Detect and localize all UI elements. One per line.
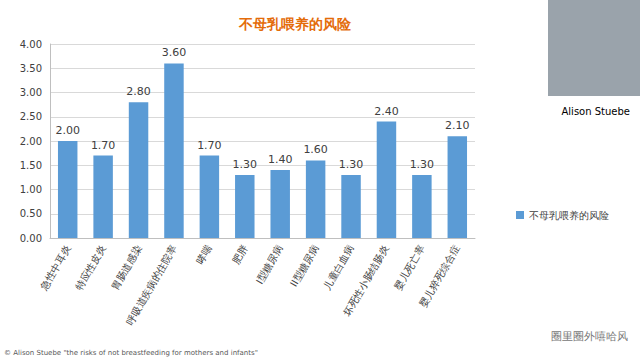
svg-text:0.50: 0.50 bbox=[20, 208, 42, 219]
svg-text:特应性皮炎: 特应性皮炎 bbox=[73, 243, 108, 292]
svg-text:© Alison Stuebe "the risks of: © Alison Stuebe "the risks of not breast… bbox=[4, 349, 258, 357]
svg-text:肥胖: 肥胖 bbox=[230, 243, 250, 266]
svg-text:婴儿猝死综合症: 婴儿猝死综合症 bbox=[418, 243, 463, 309]
svg-text:1.30: 1.30 bbox=[410, 158, 435, 171]
svg-text:4.00: 4.00 bbox=[20, 39, 42, 50]
svg-text:0.00: 0.00 bbox=[20, 233, 42, 244]
svg-text:1.30: 1.30 bbox=[233, 158, 257, 171]
svg-text:2.40: 2.40 bbox=[374, 105, 399, 118]
svg-text:3.00: 3.00 bbox=[20, 87, 42, 98]
svg-text:不母乳喂养的风险: 不母乳喂养的风险 bbox=[238, 16, 352, 32]
svg-text:1.60: 1.60 bbox=[303, 143, 328, 156]
svg-text:不母乳喂养的风险: 不母乳喂养的风险 bbox=[529, 210, 609, 221]
svg-text:1.30: 1.30 bbox=[339, 158, 364, 171]
svg-text:1.00: 1.00 bbox=[20, 184, 42, 195]
svg-text:圈里圈外嘻哈风: 圈里圈外嘻哈风 bbox=[551, 330, 628, 343]
svg-text:I型糖尿病: I型糖尿病 bbox=[254, 243, 285, 286]
svg-text:婴儿死亡率: 婴儿死亡率 bbox=[392, 243, 427, 292]
svg-text:1.70: 1.70 bbox=[197, 139, 222, 152]
svg-text:1.70: 1.70 bbox=[91, 139, 116, 152]
svg-text:II型糖尿病: II型糖尿病 bbox=[288, 243, 320, 288]
svg-text:3.60: 3.60 bbox=[162, 46, 187, 59]
svg-text:1.50: 1.50 bbox=[20, 160, 42, 171]
svg-text:哮喘: 哮喘 bbox=[195, 243, 215, 266]
svg-text:坏死性小肠结肠炎: 坏死性小肠结肠炎 bbox=[341, 243, 391, 319]
svg-text:2.10: 2.10 bbox=[445, 119, 470, 132]
svg-text:儿童白血病: 儿童白血病 bbox=[321, 243, 356, 292]
svg-text:1.40: 1.40 bbox=[268, 153, 293, 166]
svg-text:呼吸道疾病的住院率: 呼吸道疾病的住院率 bbox=[124, 243, 179, 326]
svg-text:3.50: 3.50 bbox=[20, 63, 42, 74]
svg-text:2.00: 2.00 bbox=[55, 124, 80, 137]
svg-text:2.50: 2.50 bbox=[20, 111, 42, 122]
svg-text:Alison Stuebe: Alison Stuebe bbox=[561, 106, 630, 117]
svg-text:急性中耳炎: 急性中耳炎 bbox=[37, 243, 72, 293]
svg-text:2.80: 2.80 bbox=[126, 85, 151, 98]
svg-text:胃肠道感染: 胃肠道感染 bbox=[109, 243, 144, 292]
svg-text:2.00: 2.00 bbox=[20, 136, 42, 147]
